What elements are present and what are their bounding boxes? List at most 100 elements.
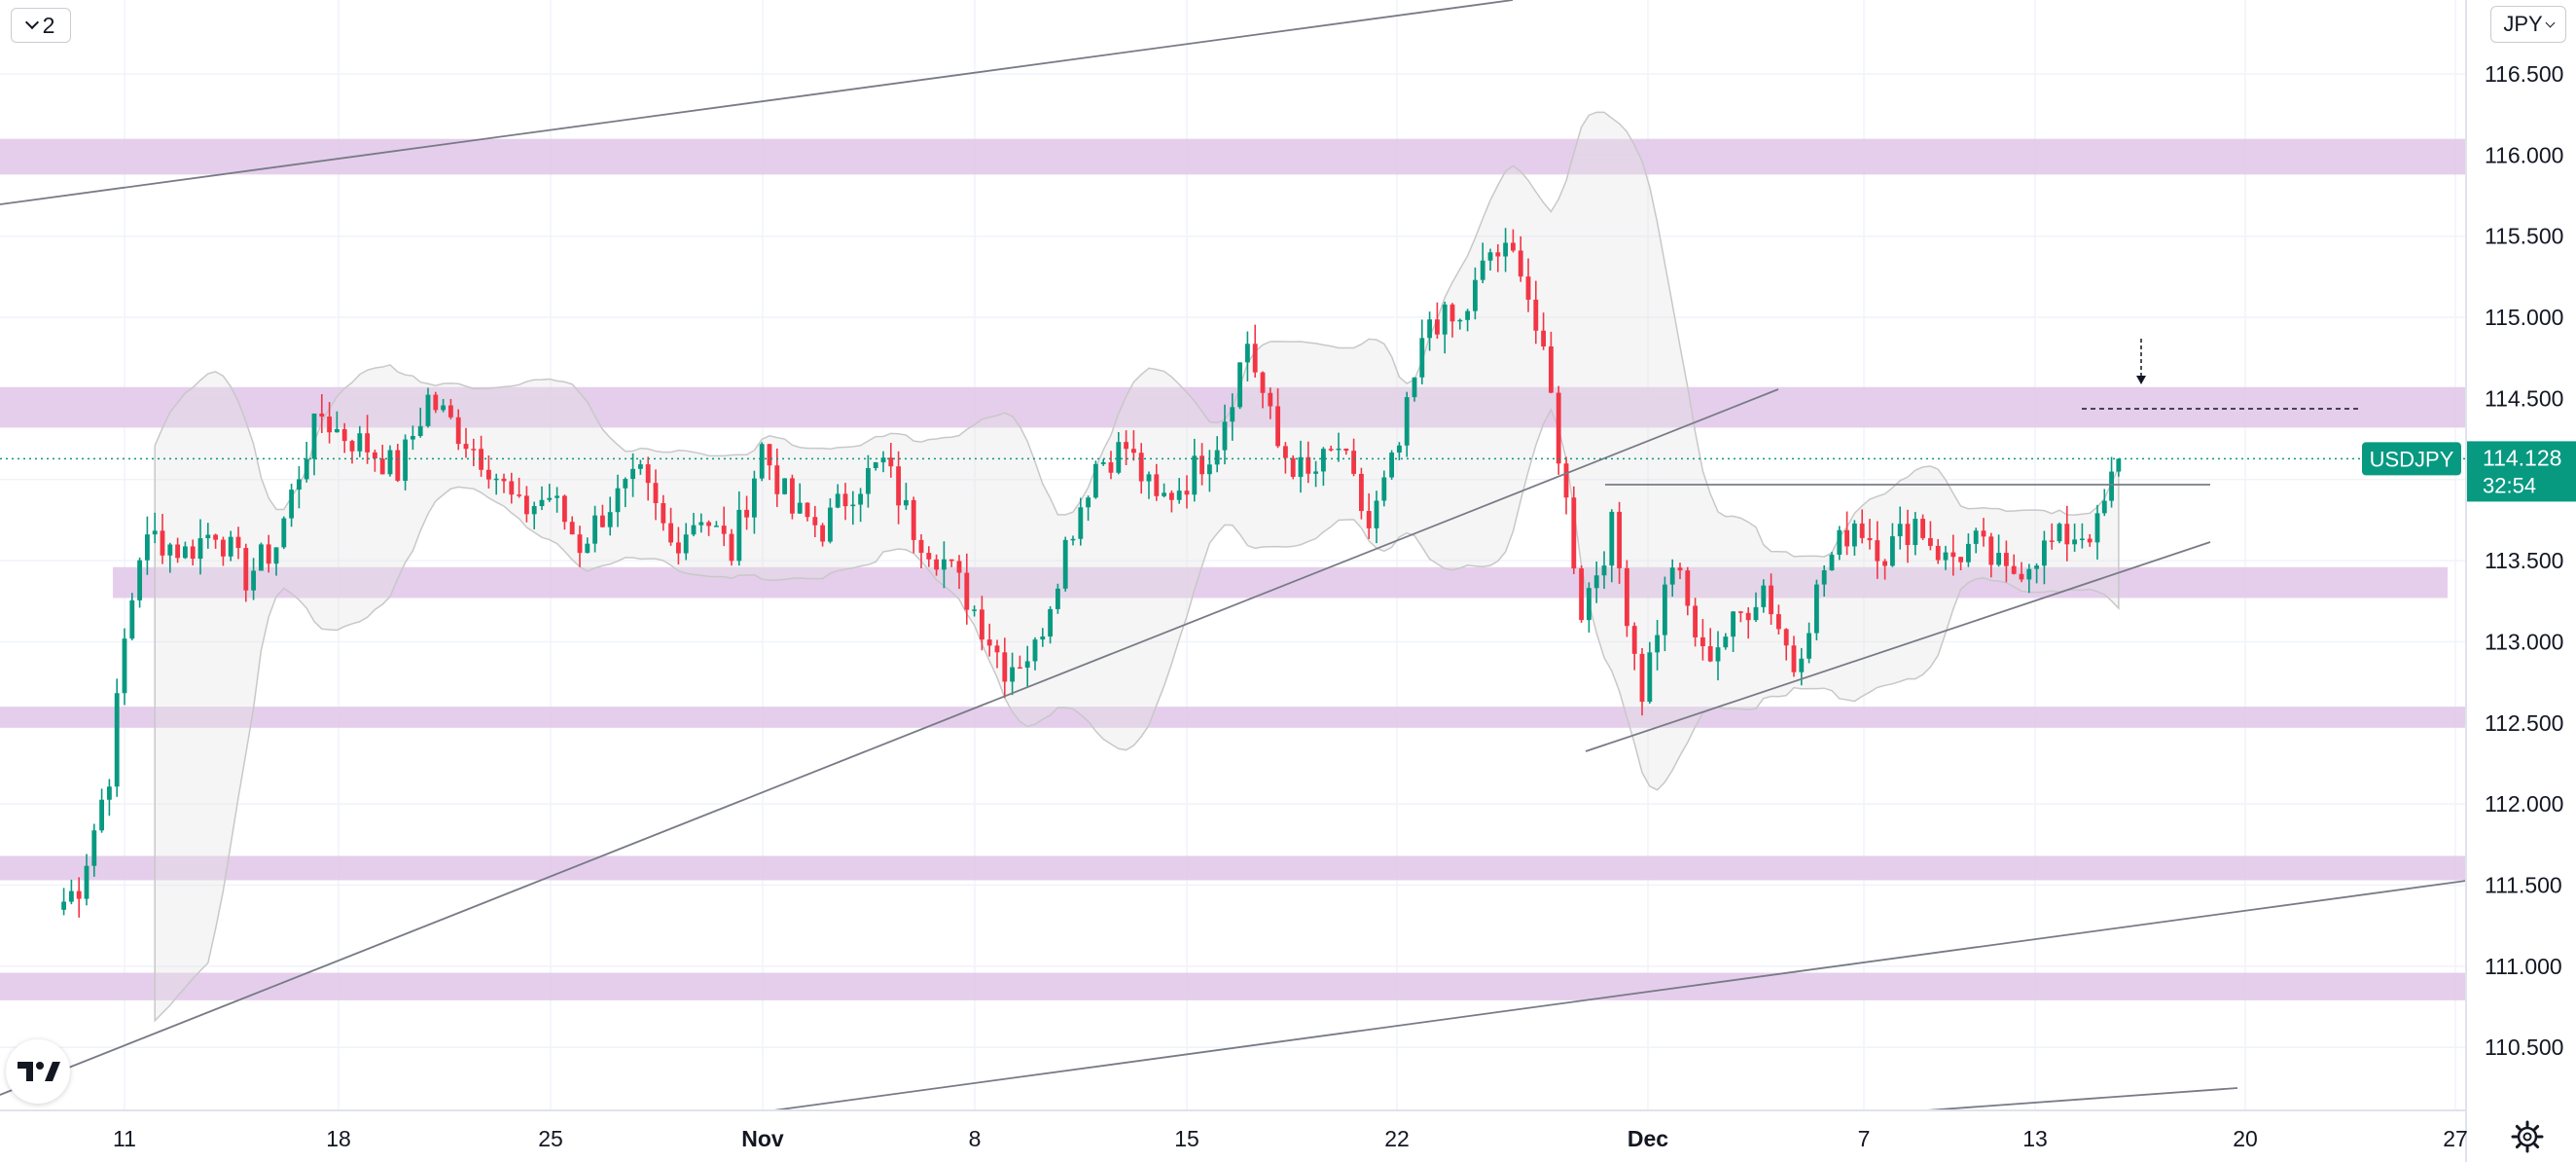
price-zone[interactable] bbox=[0, 138, 2466, 175]
trendline[interactable] bbox=[0, 0, 1514, 205]
trendline[interactable] bbox=[1585, 541, 2211, 752]
candle bbox=[812, 505, 818, 537]
candle bbox=[1723, 633, 1729, 650]
candle bbox=[266, 534, 271, 573]
candle bbox=[1647, 641, 1653, 705]
price-tick-label: 115.500 bbox=[2485, 224, 2563, 249]
price-tick-label: 115.000 bbox=[2485, 305, 2563, 330]
candle bbox=[1935, 538, 1941, 564]
trendline[interactable] bbox=[1925, 1087, 2238, 1111]
price-zone[interactable] bbox=[0, 707, 2466, 728]
candle bbox=[592, 505, 598, 553]
price-tick-label: 116.000 bbox=[2485, 142, 2563, 167]
time-tick-label: 11 bbox=[113, 1126, 136, 1151]
candle bbox=[160, 514, 165, 564]
tradingview-logo-svg bbox=[18, 1062, 60, 1081]
drawings[interactable] bbox=[0, 0, 2467, 1111]
candle bbox=[1609, 509, 1615, 583]
candle bbox=[1206, 450, 1212, 492]
candle bbox=[1669, 559, 1675, 598]
time-tick-label: 7 bbox=[1858, 1126, 1871, 1151]
arrow-down-icon[interactable] bbox=[2136, 339, 2146, 384]
candle bbox=[911, 496, 916, 554]
candle bbox=[1244, 331, 1250, 381]
candle bbox=[1662, 576, 1667, 652]
price-tick-label: 113.000 bbox=[2485, 629, 2563, 654]
price-zone[interactable] bbox=[0, 972, 2466, 1000]
candle bbox=[1086, 495, 1091, 522]
candle bbox=[403, 434, 409, 490]
candle bbox=[1032, 636, 1038, 671]
candle bbox=[91, 823, 97, 877]
candle bbox=[1593, 562, 1599, 603]
candle bbox=[517, 477, 522, 498]
symbol-label: USDJPY bbox=[2370, 447, 2454, 471]
candle bbox=[1138, 443, 1144, 494]
candle bbox=[304, 442, 309, 483]
price-axis[interactable]: 116.500116.000115.500115.000114.500114.0… bbox=[2485, 61, 2563, 1060]
candle bbox=[842, 483, 848, 521]
candle bbox=[675, 527, 681, 565]
candle bbox=[645, 456, 651, 501]
candle bbox=[1715, 631, 1721, 681]
candle bbox=[1313, 460, 1319, 488]
candle bbox=[926, 546, 932, 567]
candle bbox=[1108, 451, 1114, 480]
candle bbox=[896, 451, 902, 525]
price-tick-label: 112.500 bbox=[2485, 710, 2563, 736]
candle bbox=[1048, 605, 1054, 644]
candle bbox=[1184, 475, 1190, 509]
trendline[interactable] bbox=[772, 880, 2467, 1111]
candle bbox=[1503, 228, 1509, 272]
layers-count: 2 bbox=[42, 12, 55, 38]
time-tick-label: Nov bbox=[741, 1126, 784, 1151]
price-zone[interactable] bbox=[0, 855, 2466, 881]
candle bbox=[2101, 489, 2107, 517]
candle bbox=[1533, 280, 1539, 345]
settings-icon[interactable] bbox=[2510, 1119, 2545, 1154]
trendline[interactable] bbox=[0, 388, 1779, 1096]
candle bbox=[1275, 388, 1281, 449]
candle bbox=[1556, 385, 1561, 475]
candle bbox=[357, 425, 363, 457]
time-axis[interactable]: 11 18 25 Nov 8 15 22 Dec 7 13 20 27 bbox=[113, 1126, 2468, 1151]
candle bbox=[1859, 509, 1865, 544]
candle bbox=[880, 451, 886, 473]
time-tick-label: 27 bbox=[2443, 1126, 2468, 1151]
candle bbox=[1586, 582, 1592, 633]
candle bbox=[668, 507, 674, 546]
candle bbox=[509, 472, 515, 504]
candle bbox=[1920, 514, 1926, 540]
candle bbox=[379, 445, 385, 475]
candle bbox=[2109, 456, 2114, 508]
candle bbox=[433, 391, 439, 414]
candle bbox=[1427, 311, 1433, 351]
candle bbox=[1017, 655, 1022, 670]
candle bbox=[607, 496, 613, 536]
candle bbox=[1737, 610, 1743, 623]
candle bbox=[1381, 470, 1387, 507]
candle bbox=[167, 542, 173, 573]
candle bbox=[175, 537, 181, 563]
candle bbox=[986, 623, 992, 657]
candle bbox=[319, 394, 325, 434]
candle bbox=[1358, 467, 1364, 520]
candle bbox=[1693, 598, 1699, 647]
candle bbox=[1162, 483, 1167, 498]
candle bbox=[1731, 611, 1736, 652]
currency-button[interactable]: JPY bbox=[2490, 6, 2566, 43]
candle bbox=[1905, 509, 1911, 563]
candle bbox=[213, 533, 219, 549]
candle bbox=[1745, 607, 1751, 639]
candle bbox=[84, 853, 89, 906]
tradingview-logo-icon[interactable] bbox=[6, 1039, 70, 1104]
candle bbox=[1913, 512, 1918, 556]
candle bbox=[235, 527, 241, 560]
candle bbox=[1685, 566, 1691, 616]
candle bbox=[835, 484, 841, 509]
candle bbox=[122, 628, 127, 706]
candle bbox=[372, 449, 377, 472]
layers-toggle-button[interactable]: 2 bbox=[11, 8, 71, 43]
candle bbox=[767, 444, 772, 481]
